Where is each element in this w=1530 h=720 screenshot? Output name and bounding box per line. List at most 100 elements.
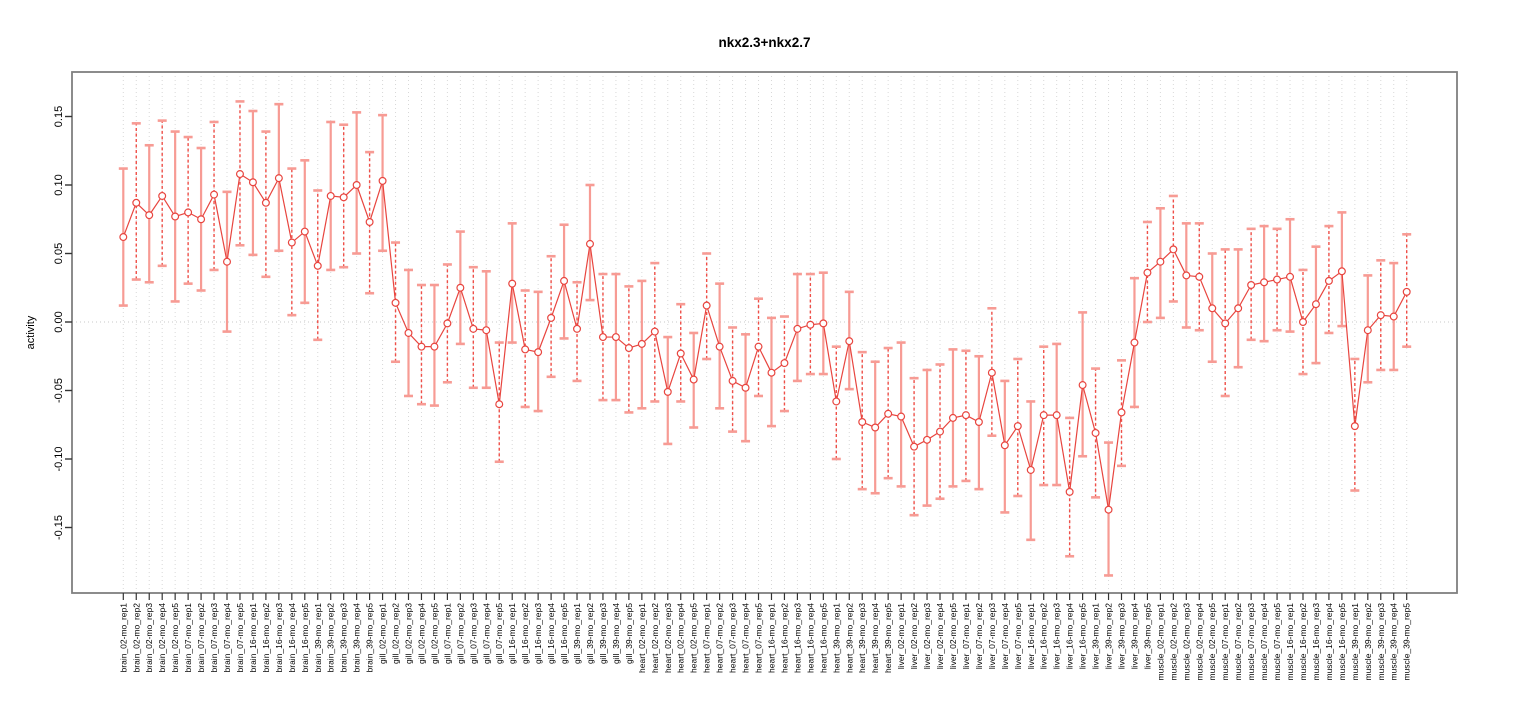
x-tick-label: liver_02-mo_rep5 bbox=[948, 603, 958, 669]
data-point bbox=[871, 423, 880, 432]
x-tick-label: liver_02-mo_rep1 bbox=[896, 603, 906, 669]
data-point bbox=[1234, 304, 1243, 313]
x-tick-label: heart_07-mo_rep5 bbox=[754, 603, 764, 673]
x-tick-label: liver_02-mo_rep3 bbox=[922, 603, 932, 669]
data-point bbox=[326, 191, 335, 200]
x-tick-label: gill_02-mo_rep4 bbox=[416, 603, 426, 664]
data-point bbox=[1337, 267, 1346, 276]
data-point bbox=[767, 368, 776, 377]
x-tick-label: heart_07-mo_rep1 bbox=[702, 603, 712, 673]
data-point bbox=[832, 397, 841, 406]
data-point bbox=[1130, 338, 1139, 347]
data-point bbox=[845, 337, 854, 346]
data-point bbox=[1182, 271, 1191, 280]
x-tick-label: heart_02-mo_rep1 bbox=[637, 603, 647, 673]
data-point bbox=[274, 174, 283, 183]
x-tick-label: gill_39-mo_rep5 bbox=[624, 603, 634, 664]
x-tick-label: muscle_16-mo_rep4 bbox=[1324, 603, 1334, 681]
x-tick-label: gill_39-mo_rep1 bbox=[572, 603, 582, 664]
data-point bbox=[884, 409, 893, 418]
data-point bbox=[1169, 245, 1178, 254]
x-tick-label: brain_02-mo_rep1 bbox=[118, 603, 128, 673]
x-tick-label: brain_07-mo_rep2 bbox=[196, 603, 206, 673]
x-tick-label: liver_07-mo_rep3 bbox=[987, 603, 997, 669]
data-point bbox=[508, 279, 517, 288]
data-point bbox=[702, 301, 711, 310]
data-point bbox=[1195, 272, 1204, 281]
data-point bbox=[352, 181, 361, 190]
x-tick-label: brain_07-mo_rep1 bbox=[183, 603, 193, 673]
data-point bbox=[806, 320, 815, 329]
data-point bbox=[443, 319, 452, 328]
x-tick-label: muscle_07-mo_rep1 bbox=[1220, 603, 1230, 681]
data-point bbox=[624, 344, 633, 353]
data-point bbox=[598, 333, 607, 342]
data-point bbox=[585, 239, 594, 248]
x-tick-label: muscle_02-mo_rep3 bbox=[1181, 603, 1191, 681]
x-tick-label: brain_39-mo_rep1 bbox=[313, 603, 323, 673]
x-tick-label: heart_16-mo_rep3 bbox=[792, 603, 802, 673]
plot-frame bbox=[71, 71, 1458, 594]
x-tick-label: gill_16-mo_rep1 bbox=[507, 603, 517, 664]
data-point bbox=[910, 442, 919, 451]
data-point bbox=[611, 333, 620, 342]
x-tick-label: muscle_07-mo_rep3 bbox=[1246, 603, 1256, 681]
x-tick-label: gill_07-mo_rep4 bbox=[481, 603, 491, 664]
data-point bbox=[300, 227, 309, 236]
x-tick-label: gill_02-mo_rep5 bbox=[429, 603, 439, 664]
data-point bbox=[1091, 428, 1100, 437]
x-tick-label: liver_07-mo_rep5 bbox=[1013, 603, 1023, 669]
x-tick-label: muscle_39-mo_rep4 bbox=[1389, 603, 1399, 681]
x-tick-label: liver_16-mo_rep5 bbox=[1078, 603, 1088, 669]
data-point bbox=[676, 349, 685, 358]
data-point bbox=[287, 238, 296, 247]
x-tick-label: liver_02-mo_rep2 bbox=[909, 603, 919, 669]
x-tick-label: liver_39-mo_rep3 bbox=[1117, 603, 1127, 669]
x-tick-label: liver_16-mo_rep3 bbox=[1052, 603, 1062, 669]
data-point bbox=[1013, 422, 1022, 431]
data-point bbox=[1156, 257, 1165, 266]
data-point bbox=[1000, 441, 1009, 450]
x-tick-label: muscle_39-mo_rep2 bbox=[1363, 603, 1373, 681]
x-tick-label: brain_16-mo_rep2 bbox=[261, 603, 271, 673]
x-tick-label: gill_16-mo_rep3 bbox=[533, 603, 543, 664]
data-point bbox=[741, 383, 750, 392]
x-tick-label: brain_02-mo_rep4 bbox=[157, 603, 167, 673]
x-tick-label: muscle_39-mo_rep1 bbox=[1350, 603, 1360, 681]
data-point bbox=[261, 198, 270, 207]
data-point bbox=[1078, 381, 1087, 390]
x-tick-label: gill_16-mo_rep2 bbox=[520, 603, 530, 664]
data-point bbox=[650, 327, 659, 336]
data-point bbox=[793, 324, 802, 333]
data-point bbox=[1117, 408, 1126, 417]
data-point bbox=[754, 342, 763, 351]
x-tick-label: liver_39-mo_rep5 bbox=[1142, 603, 1152, 669]
data-point bbox=[547, 313, 556, 322]
data-point bbox=[637, 339, 646, 348]
data-point bbox=[365, 217, 374, 226]
x-tick-label: liver_39-mo_rep4 bbox=[1129, 603, 1139, 669]
x-tick-label: heart_07-mo_rep3 bbox=[728, 603, 738, 673]
data-point bbox=[1363, 326, 1372, 335]
data-point bbox=[197, 215, 206, 224]
x-tick-label: brain_39-mo_rep3 bbox=[339, 603, 349, 673]
data-point bbox=[210, 190, 219, 199]
data-point bbox=[1273, 275, 1282, 284]
x-tick-label: gill_07-mo_rep2 bbox=[455, 603, 465, 664]
x-tick-label: heart_16-mo_rep5 bbox=[818, 603, 828, 673]
x-tick-label: gill_39-mo_rep3 bbox=[598, 603, 608, 664]
x-tick-label: brain_07-mo_rep5 bbox=[235, 603, 245, 673]
data-point bbox=[482, 326, 491, 335]
x-tick-label: liver_39-mo_rep2 bbox=[1104, 603, 1114, 669]
data-point bbox=[1286, 272, 1295, 281]
data-point bbox=[184, 208, 193, 217]
x-tick-label: brain_07-mo_rep4 bbox=[222, 603, 232, 673]
data-point bbox=[573, 324, 582, 333]
x-tick-label: brain_39-mo_rep2 bbox=[326, 603, 336, 673]
data-point bbox=[819, 319, 828, 328]
data-point bbox=[404, 328, 413, 337]
data-point bbox=[987, 368, 996, 377]
x-tick-label: muscle_16-mo_rep1 bbox=[1285, 603, 1295, 681]
